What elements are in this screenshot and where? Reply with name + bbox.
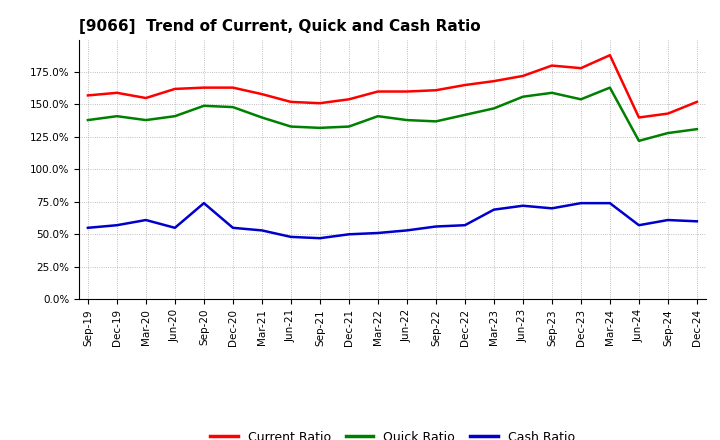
Quick Ratio: [548, 90, 557, 95]
Cash Ratio: [228, 225, 237, 231]
Current Ratio: [142, 95, 150, 101]
Cash Ratio: [518, 203, 527, 209]
Text: [9066]  Trend of Current, Quick and Cash Ratio: [9066] Trend of Current, Quick and Cash …: [79, 19, 481, 34]
Quick Ratio: [490, 106, 498, 111]
Current Ratio: [431, 88, 440, 93]
Quick Ratio: [606, 85, 614, 90]
Current Ratio: [518, 73, 527, 79]
Cash Ratio: [577, 201, 585, 206]
Current Ratio: [693, 99, 701, 105]
Quick Ratio: [402, 117, 411, 123]
Cash Ratio: [664, 217, 672, 223]
Quick Ratio: [345, 124, 354, 129]
Line: Current Ratio: Current Ratio: [88, 55, 697, 117]
Current Ratio: [171, 86, 179, 92]
Quick Ratio: [84, 117, 92, 123]
Cash Ratio: [142, 217, 150, 223]
Quick Ratio: [664, 130, 672, 136]
Cash Ratio: [112, 223, 121, 228]
Line: Cash Ratio: Cash Ratio: [88, 203, 697, 238]
Current Ratio: [112, 90, 121, 95]
Cash Ratio: [606, 201, 614, 206]
Cash Ratio: [84, 225, 92, 231]
Current Ratio: [461, 82, 469, 88]
Current Ratio: [577, 66, 585, 71]
Current Ratio: [374, 89, 382, 94]
Cash Ratio: [461, 223, 469, 228]
Quick Ratio: [577, 97, 585, 102]
Cash Ratio: [199, 201, 208, 206]
Quick Ratio: [518, 94, 527, 99]
Quick Ratio: [461, 112, 469, 117]
Cash Ratio: [171, 225, 179, 231]
Current Ratio: [228, 85, 237, 90]
Quick Ratio: [693, 127, 701, 132]
Cash Ratio: [402, 228, 411, 233]
Quick Ratio: [287, 124, 295, 129]
Quick Ratio: [634, 138, 643, 143]
Legend: Current Ratio, Quick Ratio, Cash Ratio: Current Ratio, Quick Ratio, Cash Ratio: [205, 426, 580, 440]
Current Ratio: [258, 92, 266, 97]
Cash Ratio: [431, 224, 440, 229]
Cash Ratio: [374, 231, 382, 236]
Cash Ratio: [693, 219, 701, 224]
Quick Ratio: [171, 114, 179, 119]
Current Ratio: [634, 115, 643, 120]
Cash Ratio: [345, 231, 354, 237]
Current Ratio: [548, 63, 557, 68]
Quick Ratio: [112, 114, 121, 119]
Quick Ratio: [199, 103, 208, 108]
Quick Ratio: [374, 114, 382, 119]
Current Ratio: [606, 52, 614, 58]
Quick Ratio: [431, 119, 440, 124]
Quick Ratio: [228, 104, 237, 110]
Current Ratio: [287, 99, 295, 105]
Cash Ratio: [548, 205, 557, 211]
Current Ratio: [84, 93, 92, 98]
Current Ratio: [199, 85, 208, 90]
Quick Ratio: [258, 115, 266, 120]
Cash Ratio: [258, 228, 266, 233]
Quick Ratio: [315, 125, 324, 131]
Cash Ratio: [634, 223, 643, 228]
Cash Ratio: [315, 235, 324, 241]
Current Ratio: [315, 101, 324, 106]
Quick Ratio: [142, 117, 150, 123]
Cash Ratio: [490, 207, 498, 212]
Current Ratio: [402, 89, 411, 94]
Current Ratio: [664, 111, 672, 116]
Line: Quick Ratio: Quick Ratio: [88, 88, 697, 141]
Cash Ratio: [287, 234, 295, 239]
Current Ratio: [490, 78, 498, 84]
Current Ratio: [345, 97, 354, 102]
